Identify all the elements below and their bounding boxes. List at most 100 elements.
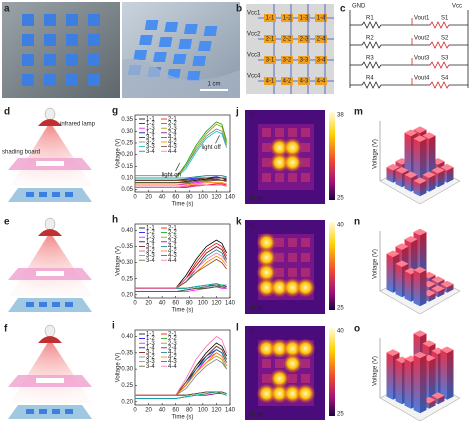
bar-top	[386, 250, 400, 257]
bar-face	[386, 167, 393, 183]
y-tick-label: 0.30	[121, 367, 133, 373]
x-tick-label: 40	[159, 195, 166, 201]
label: 2-2	[283, 37, 292, 43]
bar-top	[440, 163, 454, 171]
cell	[264, 35, 276, 43]
y-tick-label: 0.15	[121, 164, 133, 170]
legend-entry: 3-3	[146, 253, 155, 259]
bar-top	[395, 167, 409, 174]
sensor	[66, 54, 78, 66]
label: S2	[441, 36, 449, 42]
x-tick-label: 140	[225, 301, 236, 307]
x-tick-label: 60	[172, 195, 179, 201]
thermal-dot	[262, 359, 271, 368]
thermal-dot	[262, 158, 271, 167]
bar-side	[429, 400, 436, 409]
sensor	[88, 74, 100, 86]
label: 4-3	[300, 79, 309, 85]
y-tick-label: 0.25	[121, 276, 133, 282]
bar-top	[404, 171, 418, 178]
legend-entry: 2-2	[168, 121, 177, 127]
bar-top	[386, 163, 400, 171]
label: Vout1	[414, 16, 430, 22]
legend-entry: 4-2	[168, 355, 177, 361]
bar-side	[429, 293, 436, 302]
thermal-dot	[301, 374, 310, 383]
legend-entry: 4-4	[168, 258, 177, 264]
sensor	[22, 74, 34, 86]
sensor	[153, 52, 167, 62]
light-cone	[10, 339, 92, 403]
legend-entry: 3-2	[146, 140, 155, 146]
label: Vout4	[414, 76, 430, 82]
x-tick-label: 120	[211, 195, 222, 201]
x-axis-title: Time (s)	[172, 308, 194, 314]
panel-label: h	[112, 215, 118, 226]
bar-top	[413, 351, 427, 359]
bulb	[44, 217, 56, 231]
hand	[122, 58, 240, 98]
cell	[298, 77, 310, 85]
label: Vout3	[414, 56, 430, 62]
legend-entry: 1-4	[146, 130, 155, 136]
switch	[429, 81, 450, 89]
cell	[298, 14, 310, 22]
panel-label: n	[354, 217, 360, 228]
x-tick-label: 0	[133, 195, 137, 201]
x-tick-label: 40	[159, 408, 166, 414]
bar-face	[413, 180, 420, 197]
annotation: light off	[202, 145, 222, 151]
x-axis-title: Time (s)	[172, 202, 194, 208]
legend-entry: 4-1	[168, 135, 177, 141]
sensor	[26, 192, 34, 197]
legend-entry: 2-2	[168, 336, 177, 342]
x-tick-label: 80	[186, 301, 193, 307]
legend-entry: 2-4	[168, 130, 177, 136]
label: FLIR	[250, 413, 264, 419]
photo	[2, 2, 120, 98]
label: 1-2	[283, 16, 292, 22]
bar-top	[404, 129, 418, 136]
sensor	[26, 302, 34, 307]
legend-entry: 4-1	[168, 350, 177, 356]
bar-face	[404, 358, 411, 409]
bar-face	[395, 359, 402, 405]
bar-top	[395, 260, 409, 267]
x-tick-label: 120	[211, 408, 222, 414]
label: 3-2	[283, 58, 292, 64]
x-tick-label: 40	[159, 301, 166, 307]
label: R2	[366, 36, 374, 42]
y-tick-label: 0.30	[121, 129, 133, 135]
legend-entry: 1-1	[146, 117, 155, 123]
panel-label: f	[4, 324, 8, 335]
x-tick-label: 140	[225, 195, 236, 201]
sensor	[192, 56, 207, 66]
series-line	[135, 130, 227, 179]
y-axis-title: Voltage (V)	[116, 353, 122, 383]
thermal-dot	[288, 253, 297, 262]
panel-label: j	[235, 107, 239, 118]
hot-spot	[256, 262, 277, 283]
z-axis-title: Voltage (V)	[373, 139, 379, 169]
colorbar-max: 40	[337, 223, 344, 229]
sensor	[39, 192, 47, 197]
annotation: light on	[162, 173, 181, 179]
bar-top	[413, 266, 427, 274]
panel-label: d	[4, 107, 10, 118]
label: S4	[441, 76, 449, 82]
bar-top	[386, 349, 400, 356]
legend-entry: 3-1	[146, 350, 155, 356]
bar-face	[404, 174, 411, 192]
thermal-dot	[301, 253, 310, 262]
panel-label: b	[236, 4, 242, 15]
sensor	[66, 14, 78, 26]
legend-entry: 1-4	[146, 239, 155, 245]
x-tick-label: 60	[172, 408, 179, 414]
colorbar-min: 25	[337, 306, 344, 312]
legend-entry: 1-2	[146, 230, 155, 236]
legend-entry: 3-1	[146, 135, 155, 141]
sensor	[52, 302, 60, 307]
legend-entry: 2-1	[168, 332, 177, 338]
x-tick-label: 100	[198, 408, 209, 414]
label: GND	[352, 4, 366, 10]
